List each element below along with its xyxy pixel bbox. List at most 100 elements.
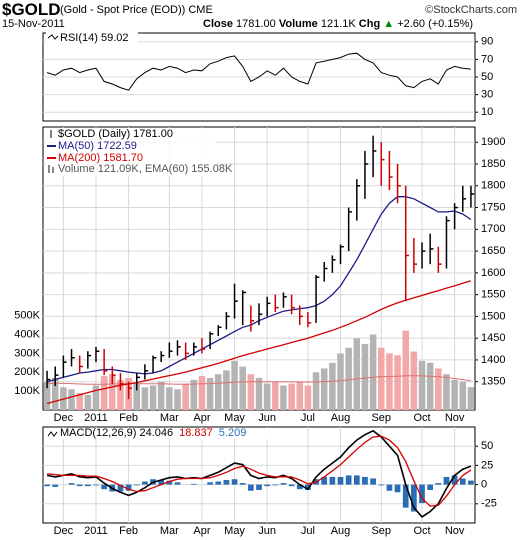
y-tick-label: 90: [481, 36, 493, 48]
y-tick-label: 1500: [481, 310, 505, 322]
macd-legend-item: 5.209: [219, 427, 247, 439]
volume-bar: [386, 353, 393, 410]
ma200-legend: MA(200) 1581.70: [58, 152, 143, 164]
y-tick-label: 1850: [481, 158, 505, 170]
volume-bar: [76, 393, 83, 410]
histogram-bar: [68, 483, 75, 485]
histogram-bar: [231, 479, 238, 485]
volume-bar: [84, 394, 92, 410]
y-tick-label: 50: [481, 440, 493, 452]
date: 15-Nov-2011: [2, 18, 65, 30]
x-tick-label: Jul: [301, 412, 315, 424]
y-tick-label: 200K: [14, 366, 40, 378]
volume-bar: [320, 368, 328, 410]
ma50-legend: MA(50) 1722.59: [58, 140, 137, 152]
macd-legend-item: 18.837: [179, 427, 213, 439]
histogram-bar: [386, 484, 393, 491]
volume-bar: [206, 377, 214, 410]
volume-bar: [51, 377, 59, 410]
x-tick-label: Jun: [258, 412, 276, 424]
volume-bar: [166, 387, 173, 410]
y-tick-label: 1450: [481, 332, 505, 344]
x-tick-label: Mar: [160, 412, 179, 424]
volume-legend-icon: [52, 167, 54, 173]
macd-legend-item: MACD(12,26,9) 24.046: [60, 427, 173, 439]
volume-bar: [361, 343, 369, 410]
histogram-bar: [158, 479, 165, 485]
histogram-bar: [362, 476, 368, 485]
histogram-bar: [337, 476, 344, 485]
histogram-bar: [215, 481, 222, 485]
histogram-bar: [443, 476, 450, 485]
volume-bar: [312, 372, 320, 410]
x-tick-label: Dec: [54, 525, 74, 537]
histogram-bar: [264, 484, 271, 487]
macd-line: [46, 429, 472, 518]
volume-bar: [443, 374, 450, 410]
moving-average: [46, 280, 472, 405]
y-tick-label: 70: [481, 53, 493, 65]
histogram-bar: [402, 484, 409, 508]
y-tick-label: 0: [481, 479, 487, 491]
rsi-legend-box: [46, 32, 138, 44]
histogram-bar: [435, 483, 442, 485]
macd-legend-icon: [47, 431, 58, 437]
stat-label: Close: [203, 18, 233, 30]
x-tick-label: May: [224, 525, 245, 537]
histogram-bar: [247, 484, 254, 491]
x-tick-label: Feb: [119, 525, 138, 537]
y-tick-label: 400K: [14, 328, 40, 340]
volume-bar: [426, 362, 434, 410]
histogram-bar: [142, 481, 148, 485]
stat-value: 1781.00: [236, 18, 276, 30]
histogram-bar: [459, 478, 466, 485]
y-tick-label: 30: [481, 89, 493, 101]
x-tick-label: 2011: [84, 525, 108, 537]
y-tick-label: 1550: [481, 289, 505, 301]
histogram-bar: [93, 484, 99, 486]
volume-bar: [68, 389, 75, 410]
stat-label: Volume: [278, 18, 318, 30]
x-tick-label: Nov: [445, 412, 465, 424]
histogram-bar: [353, 475, 360, 485]
volume-bar: [280, 385, 287, 410]
volume-bar: [353, 338, 361, 410]
volume-bar: [410, 351, 418, 410]
volume-bar: [157, 381, 165, 410]
histogram-bar: [321, 476, 328, 485]
histogram-bar: [166, 480, 173, 485]
histogram-bar: [451, 475, 458, 485]
x-tick-label: Oct: [413, 525, 430, 537]
histogram-bar: [44, 484, 50, 487]
x-tick-label: Dec: [54, 412, 74, 424]
volume-ema-line: [47, 375, 471, 385]
volume-bar: [43, 381, 51, 410]
stat-label: Chg: [358, 18, 381, 30]
x-tick-label: Apr: [193, 412, 210, 424]
x-tick-label: Mar: [160, 525, 179, 537]
x-tick-label: Sep: [371, 412, 391, 424]
volume-legend-icon: [48, 165, 50, 173]
histogram-bar: [133, 484, 140, 486]
rsi-legend: RSI(14) 59.02: [60, 32, 128, 44]
histogram-bar: [394, 484, 401, 493]
volume-bar: [141, 387, 149, 410]
y-tick-label: -25: [481, 498, 497, 510]
x-tick-label: Nov: [445, 525, 465, 537]
histogram-bar: [207, 482, 213, 485]
volume-bar: [223, 370, 230, 410]
histogram-bar: [280, 483, 287, 485]
volume-bar: [378, 347, 385, 410]
histogram-bar: [272, 484, 279, 486]
price-legend: $GOLD (Daily) 1781.00: [58, 128, 173, 140]
volume-bar: [239, 366, 246, 410]
volume-bar: [133, 383, 140, 410]
volume-bar: [467, 387, 475, 410]
histogram-bar: [370, 478, 376, 485]
volume-bar: [247, 374, 255, 410]
histogram-bar: [125, 484, 132, 491]
histogram-bar: [427, 484, 434, 490]
volume-bar: [182, 383, 189, 410]
volume-bar: [329, 362, 336, 410]
volume-bar: [288, 383, 295, 410]
